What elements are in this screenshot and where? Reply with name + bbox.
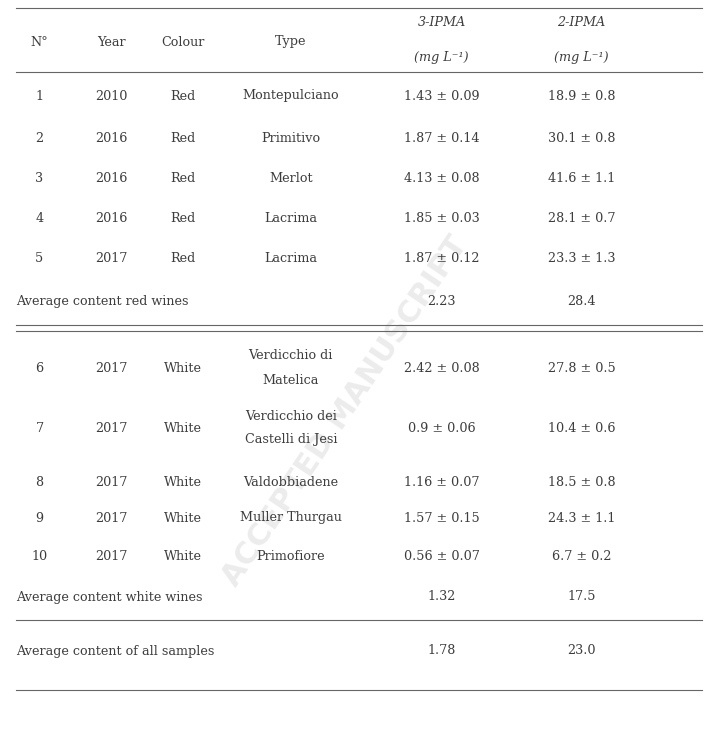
- Text: 30.1 ± 0.8: 30.1 ± 0.8: [548, 131, 615, 144]
- Text: Lacrima: Lacrima: [264, 252, 317, 264]
- Text: Verdicchio dei: Verdicchio dei: [245, 409, 337, 423]
- Text: 18.5 ± 0.8: 18.5 ± 0.8: [548, 476, 615, 489]
- Text: 7: 7: [35, 421, 44, 435]
- Text: 17.5: 17.5: [567, 590, 596, 604]
- Text: 4: 4: [35, 211, 44, 225]
- Text: White: White: [164, 362, 202, 374]
- Text: 9: 9: [35, 512, 44, 524]
- Text: Lacrima: Lacrima: [264, 211, 317, 225]
- Text: 2017: 2017: [95, 252, 128, 264]
- Text: 5: 5: [35, 252, 44, 264]
- Text: 2016: 2016: [95, 211, 128, 225]
- Text: 0.56 ± 0.07: 0.56 ± 0.07: [404, 550, 480, 562]
- Text: 23.3 ± 1.3: 23.3 ± 1.3: [548, 252, 615, 264]
- Text: 24.3 ± 1.1: 24.3 ± 1.1: [548, 512, 615, 524]
- Text: White: White: [164, 512, 202, 524]
- Text: Verdicchio di: Verdicchio di: [248, 350, 333, 362]
- Text: 3: 3: [35, 172, 44, 185]
- Text: 1.87 ± 0.14: 1.87 ± 0.14: [404, 131, 480, 144]
- Text: (mg L⁻¹): (mg L⁻¹): [554, 51, 609, 63]
- Text: White: White: [164, 476, 202, 489]
- Text: 1.43 ± 0.09: 1.43 ± 0.09: [404, 90, 480, 102]
- Text: 10.4 ± 0.6: 10.4 ± 0.6: [548, 421, 615, 435]
- Text: 6: 6: [35, 362, 44, 374]
- Text: 1.57 ± 0.15: 1.57 ± 0.15: [404, 512, 480, 524]
- Text: 28.4: 28.4: [567, 296, 596, 309]
- Text: Red: Red: [170, 252, 196, 264]
- Text: Red: Red: [170, 211, 196, 225]
- Text: Red: Red: [170, 90, 196, 102]
- Text: N°: N°: [31, 36, 48, 49]
- Text: White: White: [164, 421, 202, 435]
- Text: 2017: 2017: [95, 512, 128, 524]
- Text: 2016: 2016: [95, 131, 128, 144]
- Text: 2010: 2010: [95, 90, 128, 102]
- Text: Primofiore: Primofiore: [256, 550, 325, 562]
- Text: 1.87 ± 0.12: 1.87 ± 0.12: [404, 252, 480, 264]
- Text: Red: Red: [170, 172, 196, 185]
- Text: 4.13 ± 0.08: 4.13 ± 0.08: [404, 172, 480, 185]
- Text: Merlot: Merlot: [269, 172, 312, 185]
- Text: Muller Thurgau: Muller Thurgau: [240, 512, 342, 524]
- Text: 2.42 ± 0.08: 2.42 ± 0.08: [404, 362, 480, 374]
- Text: 1: 1: [35, 90, 44, 102]
- Text: 23.0: 23.0: [567, 645, 596, 657]
- Text: White: White: [164, 550, 202, 562]
- Text: 28.1 ± 0.7: 28.1 ± 0.7: [548, 211, 615, 225]
- Text: 1.85 ± 0.03: 1.85 ± 0.03: [404, 211, 480, 225]
- Text: 1.16 ± 0.07: 1.16 ± 0.07: [404, 476, 480, 489]
- Text: 8: 8: [35, 476, 44, 489]
- Text: Type: Type: [275, 36, 307, 49]
- Text: 6.7 ± 0.2: 6.7 ± 0.2: [552, 550, 611, 562]
- Text: 2017: 2017: [95, 476, 128, 489]
- Text: 1.32: 1.32: [427, 590, 456, 604]
- Text: 2-IPMA: 2-IPMA: [557, 16, 606, 28]
- Text: (mg L⁻¹): (mg L⁻¹): [414, 51, 469, 63]
- Text: Colour: Colour: [162, 36, 205, 49]
- Text: Year: Year: [97, 36, 126, 49]
- Text: Montepulciano: Montepulciano: [243, 90, 339, 102]
- Text: 2016: 2016: [95, 172, 128, 185]
- Text: Castelli di Jesi: Castelli di Jesi: [245, 433, 337, 447]
- Text: 2017: 2017: [95, 421, 128, 435]
- Text: Valdobbiadene: Valdobbiadene: [243, 476, 338, 489]
- Text: 0.9 ± 0.06: 0.9 ± 0.06: [408, 421, 475, 435]
- Text: Average content red wines: Average content red wines: [16, 296, 188, 309]
- Text: 2017: 2017: [95, 550, 128, 562]
- Text: 2: 2: [35, 131, 44, 144]
- Text: Average content white wines: Average content white wines: [16, 590, 202, 604]
- Text: 2017: 2017: [95, 362, 128, 374]
- Text: 2.23: 2.23: [427, 296, 456, 309]
- Text: Matelica: Matelica: [263, 374, 319, 386]
- Text: 1.78: 1.78: [427, 645, 456, 657]
- Text: Red: Red: [170, 131, 196, 144]
- Text: 3-IPMA: 3-IPMA: [417, 16, 466, 28]
- Text: Primitivo: Primitivo: [261, 131, 320, 144]
- Text: 27.8 ± 0.5: 27.8 ± 0.5: [548, 362, 615, 374]
- Text: ACCEPTED MANUSCRIPT: ACCEPTED MANUSCRIPT: [217, 231, 472, 591]
- Text: 18.9 ± 0.8: 18.9 ± 0.8: [548, 90, 615, 102]
- Text: 10: 10: [32, 550, 47, 562]
- Text: 41.6 ± 1.1: 41.6 ± 1.1: [548, 172, 615, 185]
- Text: Average content of all samples: Average content of all samples: [16, 645, 214, 657]
